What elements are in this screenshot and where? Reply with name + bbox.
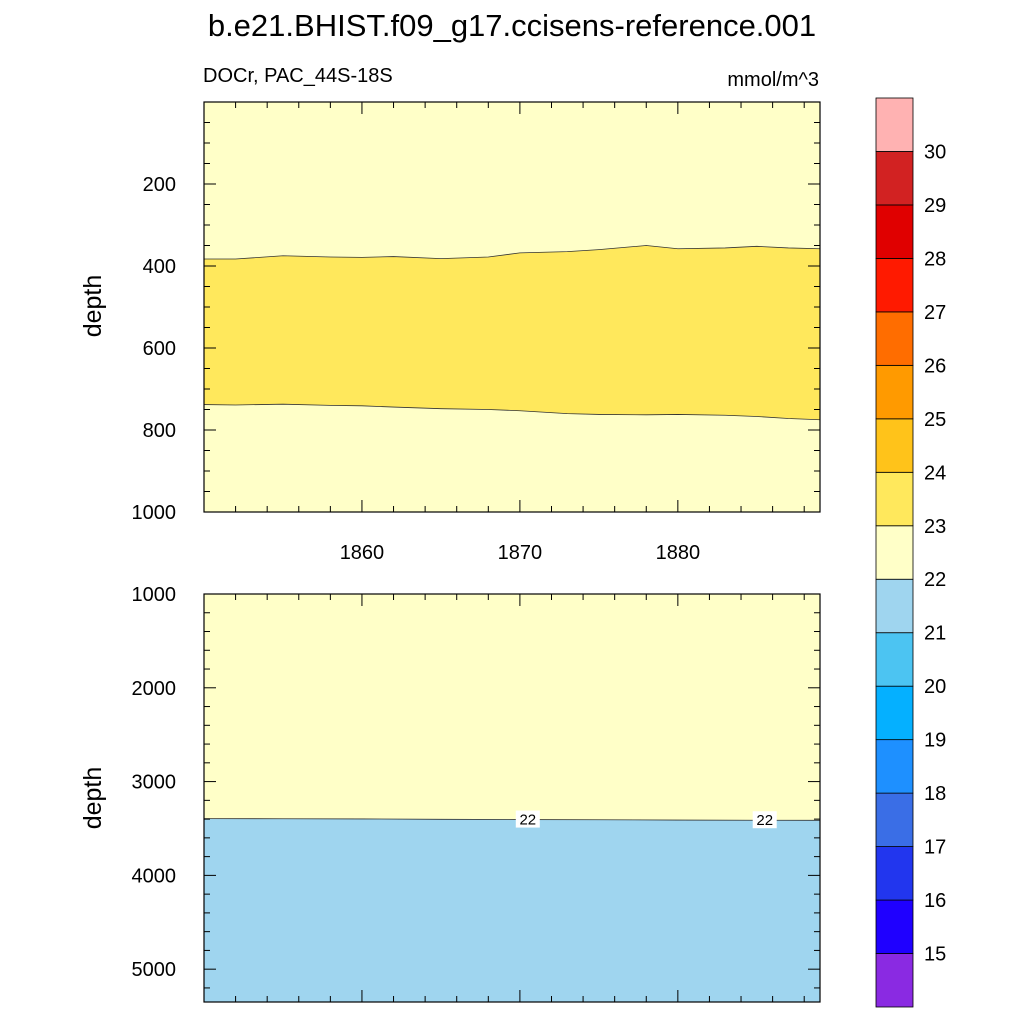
colorbar-label: 17 [924, 837, 946, 859]
colorbar-swatch [875, 204, 914, 259]
lower-y-tick-label: 1000 [132, 584, 177, 606]
upper-right-label: mmol/m^3 [727, 69, 819, 91]
lower-y-axis: 1000 2000 3000 4000 5000 [132, 584, 820, 989]
upper-y-tick-label: 400 [143, 256, 176, 278]
colorbar-label: 29 [924, 195, 946, 217]
contour-label-bg [515, 810, 540, 828]
lower-x-axis [235, 594, 805, 1002]
upper-y-tick-label: 600 [143, 338, 176, 360]
upper-left-label: DOCr, PAC_44S-18S [203, 65, 393, 87]
upper-y-axis-label: depth [79, 275, 107, 338]
upper-contour-top [204, 245, 821, 260]
colorbar-label: 30 [924, 141, 946, 163]
colorbar-swatch [875, 97, 914, 152]
colorbar-swatch [875, 899, 914, 954]
upper-y-tick-label: 1000 [132, 502, 177, 524]
lower-y-axis-label: depth [79, 767, 107, 830]
colorbar-label: 15 [924, 944, 946, 966]
colorbar-swatch [875, 471, 914, 527]
colorbar-label: 22 [924, 569, 946, 591]
contour-label-bg [752, 811, 777, 829]
upper-x-tick-label: 1860 [340, 542, 385, 564]
colorbar-label: 20 [924, 676, 946, 698]
colorbar-label: 23 [924, 516, 946, 538]
colorbar-label: 21 [924, 623, 946, 645]
upper-y-tick-label: 200 [143, 174, 176, 196]
lower-y-tick-label: 4000 [132, 865, 177, 887]
colorbar-swatch [875, 846, 914, 901]
colorbar-label: 27 [924, 302, 946, 324]
lower-frame [203, 593, 821, 1003]
lower-panel: 22 22 1000 2000 3000 4000 5000 depth [79, 584, 821, 1003]
colorbar-label: 25 [924, 409, 946, 431]
colorbar: 15 16 17 18 19 20 21 22 23 24 25 26 27 28 29 30 [875, 97, 946, 1008]
lower-y-tick-label: 2000 [132, 678, 177, 700]
upper-panel: DOCr, PAC_44S-18S mmol/m^3 200 400 600 800 1… [79, 65, 821, 564]
colorbar-label: 16 [924, 890, 946, 912]
colorbar-swatch [875, 685, 914, 741]
colorbar-swatch [875, 739, 914, 794]
lower-plot-area: 22 22 [203, 593, 821, 1003]
colorbar-swatch [875, 311, 914, 366]
colorbar-label: 26 [924, 355, 946, 377]
colorbar-swatch [875, 632, 914, 687]
colorbar-swatch [875, 578, 914, 634]
colorbar-swatch [875, 364, 914, 420]
colorbar-label: 19 [924, 730, 946, 752]
lower-y-tick-label: 5000 [132, 959, 177, 981]
upper-x-tick-label: 1870 [498, 542, 543, 564]
colorbar-swatch [875, 151, 914, 206]
colorbar-swatch [875, 953, 914, 1008]
upper-y-axis: 200 400 600 800 1000 [132, 101, 820, 524]
contour-label: 22 [519, 812, 536, 829]
colorbar-swatch [875, 792, 914, 847]
colorbar-label: 24 [924, 462, 946, 484]
chart-title: b.e21.BHIST.f09_g17.ccisens-reference.00… [208, 8, 816, 43]
colorbar-label: 28 [924, 248, 946, 270]
colorbar-swatch [875, 258, 914, 313]
upper-plot-area [203, 101, 821, 513]
lower-y-tick-label: 3000 [132, 772, 177, 794]
colorbar-swatch [875, 525, 914, 580]
upper-band-23-24 [204, 245, 820, 420]
lower-band-21-22 [204, 818, 820, 1002]
upper-x-axis: 1860 1870 1880 [235, 102, 805, 564]
upper-y-tick-label: 800 [143, 420, 176, 442]
contour-label: 22 [756, 812, 773, 829]
upper-x-tick-label: 1880 [656, 542, 701, 564]
colorbar-label: 18 [924, 783, 946, 805]
upper-contour-bottom [203, 403, 821, 421]
colorbar-swatch [875, 418, 914, 473]
